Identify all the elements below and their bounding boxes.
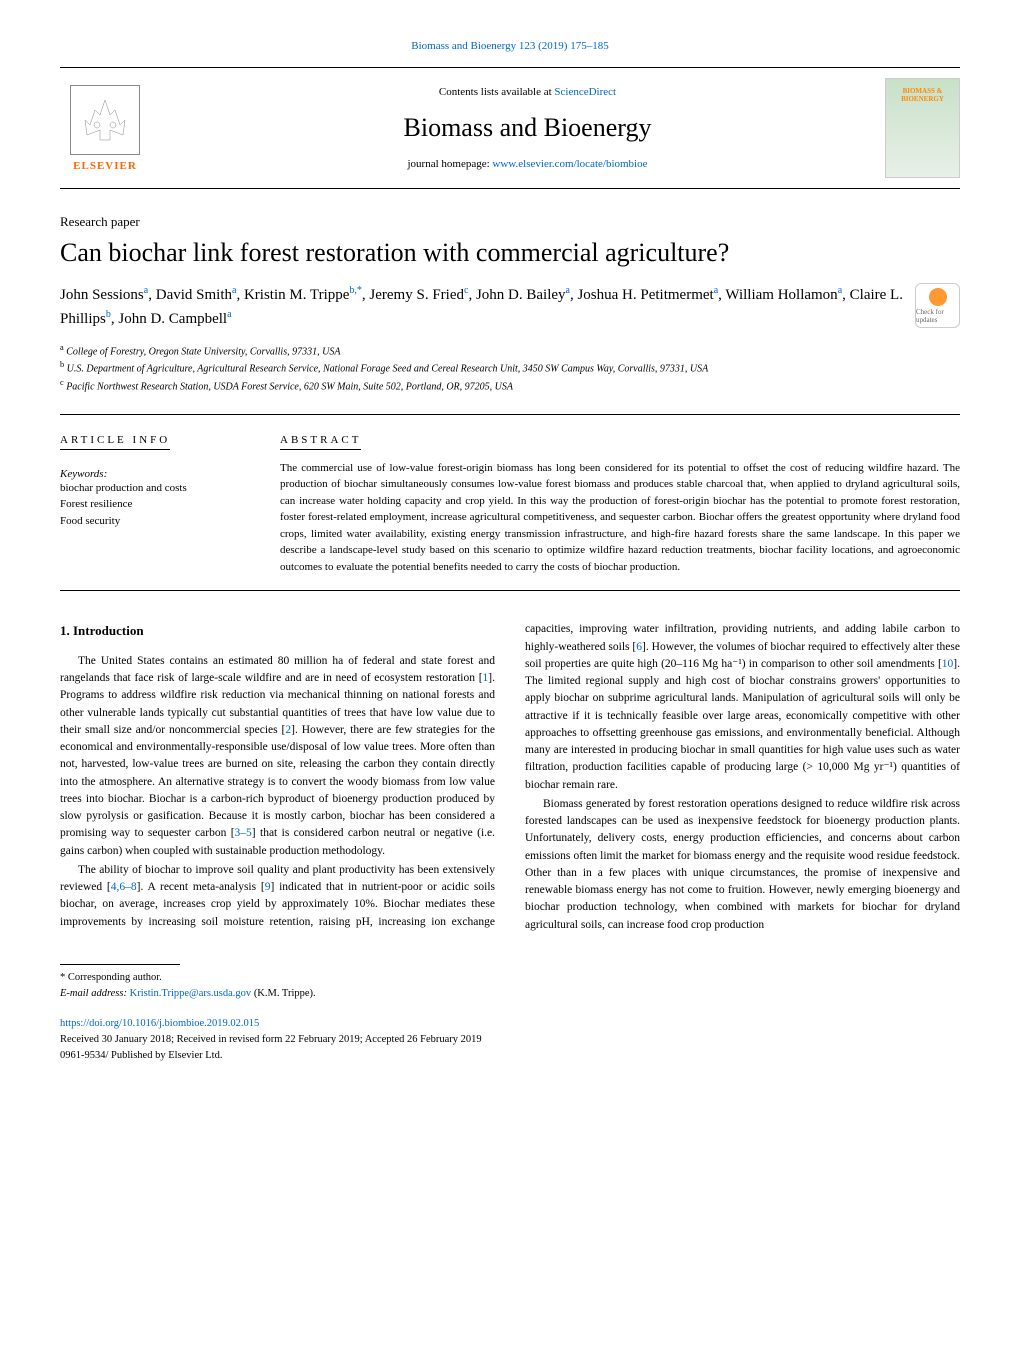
main-content: 1. Introduction The United States contai… [60,621,960,934]
paper-title: Can biochar link forest restoration with… [60,238,900,268]
homepage-text: journal homepage: [408,158,493,170]
footer-divider [60,964,180,965]
doi-link[interactable]: https://doi.org/10.1016/j.biombioe.2019.… [60,1018,259,1029]
corresponding-author: * Corresponding author. [60,970,960,986]
title-row: Can biochar link forest restoration with… [60,238,960,268]
elsevier-text: ELSEVIER [73,160,137,172]
header-center: Contents lists available at ScienceDirec… [170,86,885,170]
article-info-col: ARTICLE INFO Keywords: biochar productio… [60,430,280,576]
contents-line: Contents lists available at ScienceDirec… [170,86,885,98]
header-box: ELSEVIER Contents lists available at Sci… [60,67,960,189]
abstract-heading: ABSTRACT [280,434,361,450]
abstract-text: The commercial use of low-value forest-o… [280,460,960,576]
intro-p3: Biomass generated by forest restoration … [525,796,960,934]
abstract-col: ABSTRACT The commercial use of low-value… [280,430,960,576]
doi-section: https://doi.org/10.1016/j.biombioe.2019.… [60,1016,960,1063]
authors: John Sessionsa, David Smitha, Kristin M.… [60,283,960,330]
received-line: Received 30 January 2018; Received in re… [60,1032,960,1048]
journal-cover: BIOMASS & BIOENERGY [885,78,960,178]
keywords-list: biochar production and costsForest resil… [60,480,250,530]
updates-badge-text: Check for updates [916,308,959,324]
intro-p1: The United States contains an estimated … [60,653,495,860]
homepage-line: journal homepage: www.elsevier.com/locat… [170,158,885,170]
contents-text: Contents lists available at [439,86,554,98]
intro-heading: 1. Introduction [60,621,495,641]
article-info-heading: ARTICLE INFO [60,434,170,450]
cover-text: BIOMASS & BIOENERGY [886,87,959,104]
issn-line: 0961-9534/ Published by Elsevier Ltd. [60,1048,960,1064]
keywords-label: Keywords: [60,468,250,480]
elsevier-logo: ELSEVIER [60,78,150,178]
footer-section: * Corresponding author. E-mail address: … [60,970,960,1002]
affiliation-c: c Pacific Northwest Research Station, US… [60,377,960,394]
email-suffix: (K.M. Trippe). [251,988,315,999]
info-section: ARTICLE INFO Keywords: biochar productio… [60,414,960,592]
journal-name: Biomass and Bioenergy [170,113,885,143]
affiliations: a College of Forestry, Oregon State Univ… [60,342,960,394]
paper-type: Research paper [60,214,960,230]
journal-reference: Biomass and Bioenergy 123 (2019) 175–185 [60,40,960,52]
affiliation-b: b U.S. Department of Agriculture, Agricu… [60,359,960,376]
email-line: E-mail address: Kristin.Trippe@ars.usda.… [60,986,960,1002]
updates-badge-icon [929,288,947,306]
sciencedirect-link[interactable]: ScienceDirect [554,86,616,98]
email-label: E-mail address: [60,988,130,999]
affiliation-a: a College of Forestry, Oregon State Univ… [60,342,960,359]
elsevier-tree-icon [70,85,140,155]
email-link[interactable]: Kristin.Trippe@ars.usda.gov [130,988,252,999]
updates-badge[interactable]: Check for updates [915,283,960,328]
homepage-link[interactable]: www.elsevier.com/locate/biombioe [492,158,647,170]
